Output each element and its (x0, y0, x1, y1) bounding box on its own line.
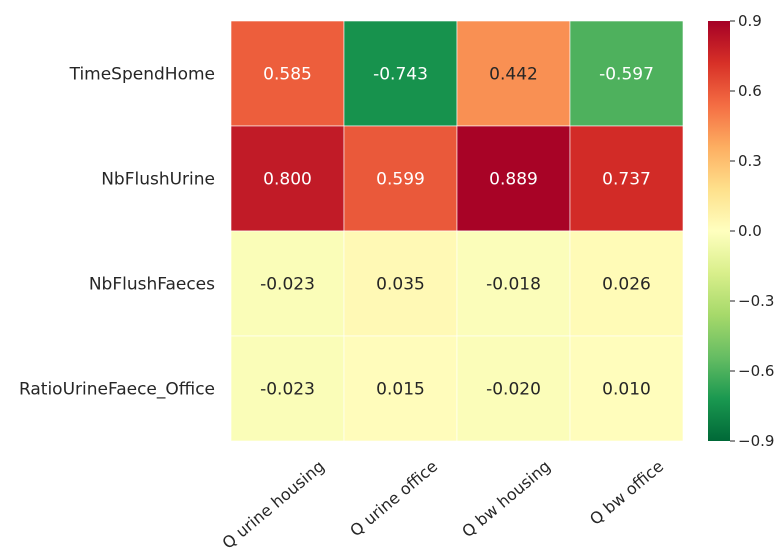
cell-value-label: 0.800 (263, 170, 312, 190)
row-labels: TimeSpendHome NbFlushUrine NbFlushFaeces Ra… (19, 65, 215, 400)
heatmap-cell (569, 335, 684, 442)
heatmap-cell (230, 125, 345, 232)
heatmap-cell (569, 20, 684, 127)
cell-value-label: -0.020 (486, 380, 541, 400)
column-labels: Q urine housing Q urine office Q bw housin… (219, 457, 668, 553)
heatmap-cell (456, 20, 571, 127)
colorbar-tick-label: 0.9 (738, 12, 762, 30)
cell-value-labels: 0.585 -0.743 0.442 -0.597 0.800 0.599 0.889 0.7… (260, 65, 654, 400)
colorbar-gradient (708, 21, 730, 441)
heatmap-cell (230, 20, 345, 127)
cell-value-label: 0.442 (489, 65, 538, 85)
cell-value-label: 0.026 (602, 275, 651, 295)
cell-value-label: 0.035 (376, 275, 425, 295)
colorbar-tick-label: 0.3 (738, 152, 762, 170)
column-label: Q urine housing (219, 457, 329, 553)
colorbar: 0.9 0.6 0.3 0.0 −0.3 −0.6 −0.9 (708, 12, 774, 450)
cell-value-label: 0.737 (602, 170, 651, 190)
colorbar-tick-label: 0.6 (738, 82, 762, 100)
heatmap-cell (456, 125, 571, 232)
colorbar-tick-label: −0.9 (738, 432, 774, 450)
heatmap-cell (343, 335, 458, 442)
heatmap-cell (230, 335, 345, 442)
heatmap-cell (343, 125, 458, 232)
column-label: Q bw housing (458, 457, 554, 542)
heatmap-cell (569, 125, 684, 232)
colorbar-tick-label: 0.0 (738, 222, 762, 240)
colorbar-ticks: 0.9 0.6 0.3 0.0 −0.3 −0.6 −0.9 (730, 12, 774, 450)
heatmap-cell (343, 20, 458, 127)
cell-value-label: -0.023 (260, 380, 315, 400)
cell-value-label: 0.015 (376, 380, 425, 400)
cell-value-label: -0.018 (486, 275, 541, 295)
colorbar-tick-label: −0.6 (738, 362, 774, 380)
cell-value-label: -0.597 (599, 65, 654, 85)
row-label: RatioUrineFaece_Office (19, 380, 215, 400)
cell-value-label: 0.889 (489, 170, 538, 190)
row-label: NbFlushUrine (101, 170, 215, 190)
column-label: Q bw office (586, 457, 667, 529)
colorbar-tick-label: −0.3 (738, 292, 774, 310)
heatmap-cell (569, 230, 684, 337)
cell-value-label: 0.599 (376, 170, 425, 190)
heatmap-cell (343, 230, 458, 337)
row-label: NbFlushFaeces (89, 275, 215, 295)
cell-value-label: 0.010 (602, 380, 651, 400)
column-label: Q urine office (346, 457, 441, 541)
cell-value-label: -0.023 (260, 275, 315, 295)
cell-value-label: 0.585 (263, 65, 312, 85)
heatmap-cell (456, 335, 571, 442)
row-label: TimeSpendHome (69, 65, 215, 85)
cell-value-label: -0.743 (373, 65, 428, 85)
heatmap-cells (230, 20, 684, 442)
